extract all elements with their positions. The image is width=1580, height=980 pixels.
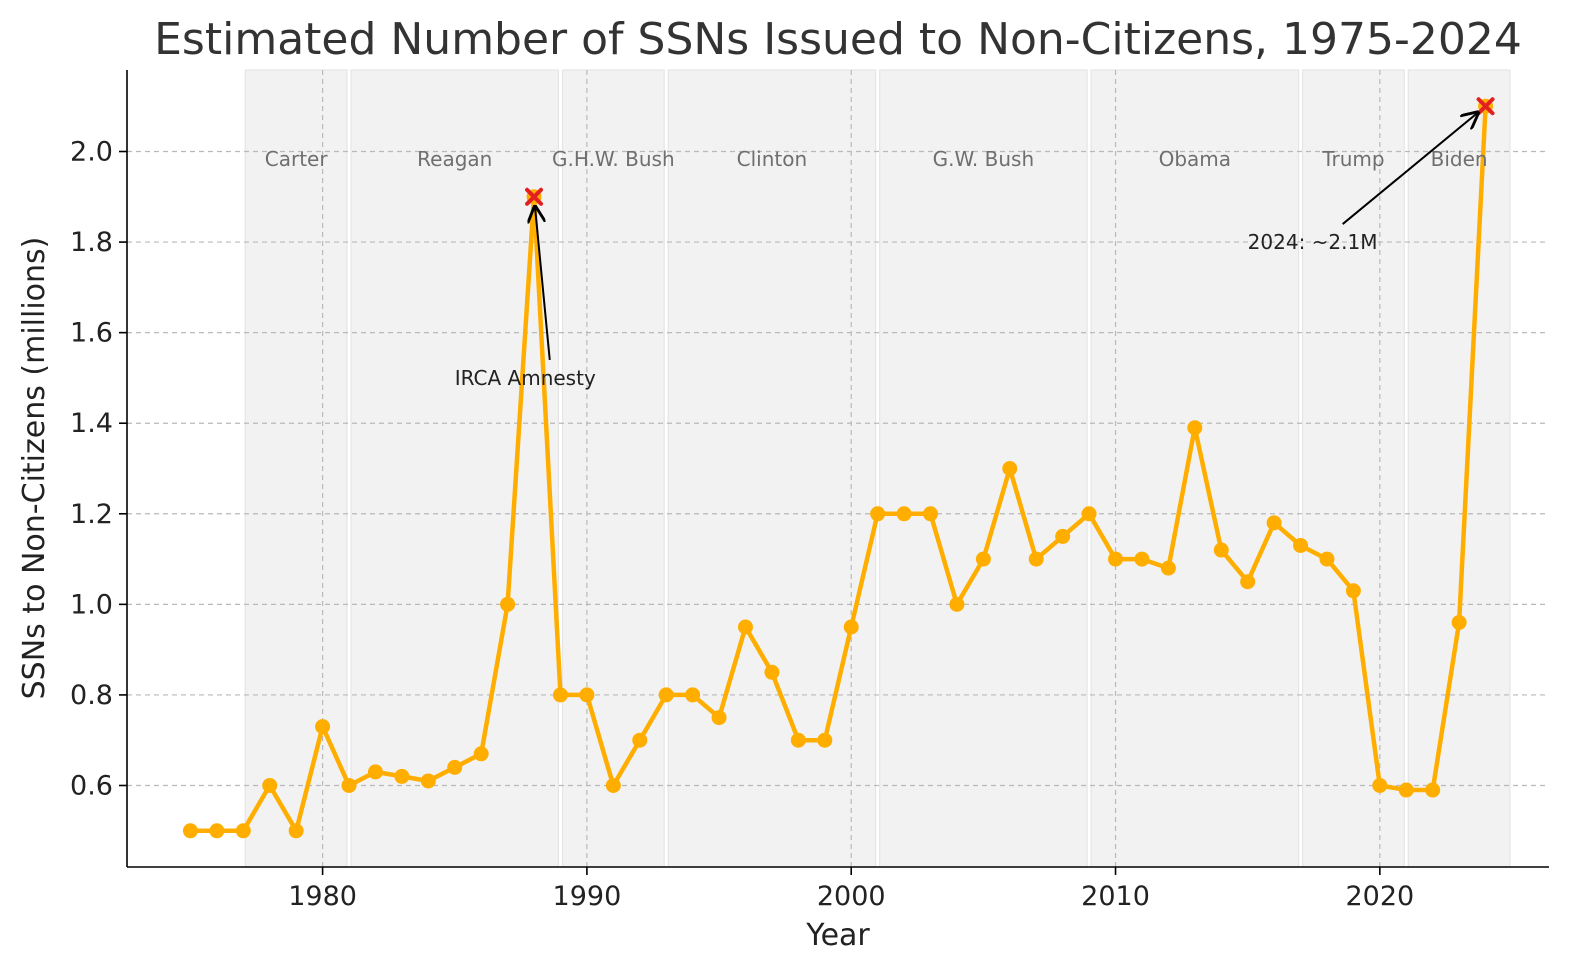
y-tick-label-5: 1.6 bbox=[70, 318, 113, 349]
y-tick-label-2: 1.0 bbox=[70, 589, 113, 620]
annotation-arrow-0 bbox=[535, 207, 551, 361]
data-point-2006 bbox=[1002, 461, 1018, 476]
data-point-1977 bbox=[235, 823, 251, 839]
data-point-2009 bbox=[1081, 506, 1097, 522]
era-label-3: Clinton bbox=[737, 147, 808, 171]
data-point-2005 bbox=[975, 551, 991, 567]
y-tick-label-1: 0.8 bbox=[70, 680, 113, 711]
data-point-1989 bbox=[552, 687, 568, 703]
data-point-2014 bbox=[1213, 542, 1229, 558]
data-point-1992 bbox=[632, 732, 648, 748]
y-axis-label: SSNs to Non-Citizens (millions) bbox=[17, 237, 52, 700]
highlight-marker-0 bbox=[525, 187, 544, 206]
data-point-2000 bbox=[843, 619, 859, 635]
era-band-6 bbox=[1301, 69, 1405, 868]
y-tick-label-0: 0.6 bbox=[70, 770, 113, 801]
data-point-2023 bbox=[1451, 614, 1467, 630]
era-band-7 bbox=[1407, 69, 1511, 868]
x-tick-label-4: 2020 bbox=[1345, 881, 1414, 912]
grid-lines bbox=[127, 70, 1549, 867]
data-point-1997 bbox=[764, 664, 780, 680]
data-point-1983 bbox=[394, 768, 410, 784]
data-point-2021 bbox=[1398, 782, 1414, 798]
era-band-4 bbox=[879, 69, 1088, 868]
x-tick-label-1: 1990 bbox=[553, 881, 622, 912]
x-tick-label-3: 2010 bbox=[1081, 881, 1150, 912]
era-labels: Carter Reagan G.H.W. Bush Clinton G.W. Bush O… bbox=[265, 147, 1488, 171]
data-point-2013 bbox=[1187, 420, 1203, 436]
data-point-1998 bbox=[790, 732, 806, 748]
data-point-2022 bbox=[1425, 782, 1441, 798]
data-point-1986 bbox=[473, 746, 489, 762]
data-point-2002 bbox=[896, 506, 912, 522]
data-point-2003 bbox=[923, 506, 939, 522]
data-point-1981 bbox=[341, 777, 357, 793]
data-point-1995 bbox=[711, 710, 727, 726]
era-label-1: Reagan bbox=[417, 147, 492, 171]
x-axis-ticks: 1980 1990 2000 2010 2020 bbox=[288, 867, 1414, 912]
data-point-1975 bbox=[182, 823, 198, 839]
data-point-1994 bbox=[685, 687, 701, 703]
era-label-6: Trump bbox=[1321, 147, 1384, 171]
era-label-2: G.H.W. Bush bbox=[552, 147, 675, 171]
data-point-2018 bbox=[1319, 551, 1335, 567]
data-point-2010 bbox=[1108, 551, 1124, 567]
data-point-2016 bbox=[1266, 515, 1282, 531]
era-label-0: Carter bbox=[265, 147, 329, 171]
presidential-term-bands bbox=[244, 69, 1511, 868]
data-point-1990 bbox=[579, 687, 595, 703]
x-tick-label-2: 2000 bbox=[817, 881, 886, 912]
era-label-4: G.W. Bush bbox=[933, 147, 1035, 171]
era-band-0 bbox=[244, 69, 348, 868]
chart-title: Estimated Number of SSNs Issued to Non-C… bbox=[154, 14, 1522, 65]
data-point-2015 bbox=[1240, 574, 1256, 590]
y-axis-ticks: 0.6 0.8 1.0 1.2 1.4 1.6 1.8 2.0 bbox=[70, 137, 127, 801]
x-tick-label-0: 1980 bbox=[288, 881, 357, 912]
data-point-1979 bbox=[288, 823, 304, 839]
y-tick-label-6: 1.8 bbox=[70, 227, 113, 258]
data-point-1976 bbox=[209, 823, 225, 839]
data-point-2020 bbox=[1372, 777, 1388, 793]
data-point-1987 bbox=[500, 596, 516, 612]
era-band-1 bbox=[350, 69, 560, 868]
data-point-1999 bbox=[817, 732, 833, 748]
data-point-2012 bbox=[1160, 560, 1176, 576]
data-point-2001 bbox=[870, 506, 886, 522]
axes bbox=[126, 70, 1549, 868]
data-point-1978 bbox=[262, 777, 278, 793]
annotation-label-1: 2024: ~2.1M bbox=[1248, 230, 1378, 254]
data-point-2008 bbox=[1055, 528, 1071, 544]
data-point-1984 bbox=[420, 773, 436, 789]
era-label-5: Obama bbox=[1159, 147, 1231, 171]
y-tick-label-3: 1.2 bbox=[70, 499, 113, 530]
data-point-1996 bbox=[737, 619, 753, 635]
data-point-2004 bbox=[949, 596, 965, 612]
era-band-3 bbox=[667, 69, 877, 868]
data-point-1982 bbox=[367, 764, 383, 780]
x-axis-label: Year bbox=[805, 918, 870, 953]
data-point-1985 bbox=[447, 759, 463, 775]
annotations: IRCA Amnesty 2024: ~2.1M bbox=[455, 113, 1478, 390]
data-point-2007 bbox=[1028, 551, 1044, 567]
annotation-arrow-1 bbox=[1342, 113, 1478, 225]
era-band-5 bbox=[1090, 69, 1300, 868]
annotation-label-0: IRCA Amnesty bbox=[455, 366, 596, 390]
era-band-2 bbox=[561, 69, 665, 868]
data-point-1980 bbox=[315, 719, 331, 735]
data-point-1991 bbox=[605, 777, 621, 793]
data-point-2011 bbox=[1134, 551, 1150, 567]
y-tick-label-7: 2.0 bbox=[70, 137, 113, 168]
era-label-7: Biden bbox=[1431, 147, 1488, 171]
y-tick-label-4: 1.4 bbox=[70, 408, 113, 439]
data-point-1993 bbox=[658, 687, 674, 703]
data-point-2019 bbox=[1345, 583, 1361, 599]
data-point-2017 bbox=[1293, 537, 1309, 553]
